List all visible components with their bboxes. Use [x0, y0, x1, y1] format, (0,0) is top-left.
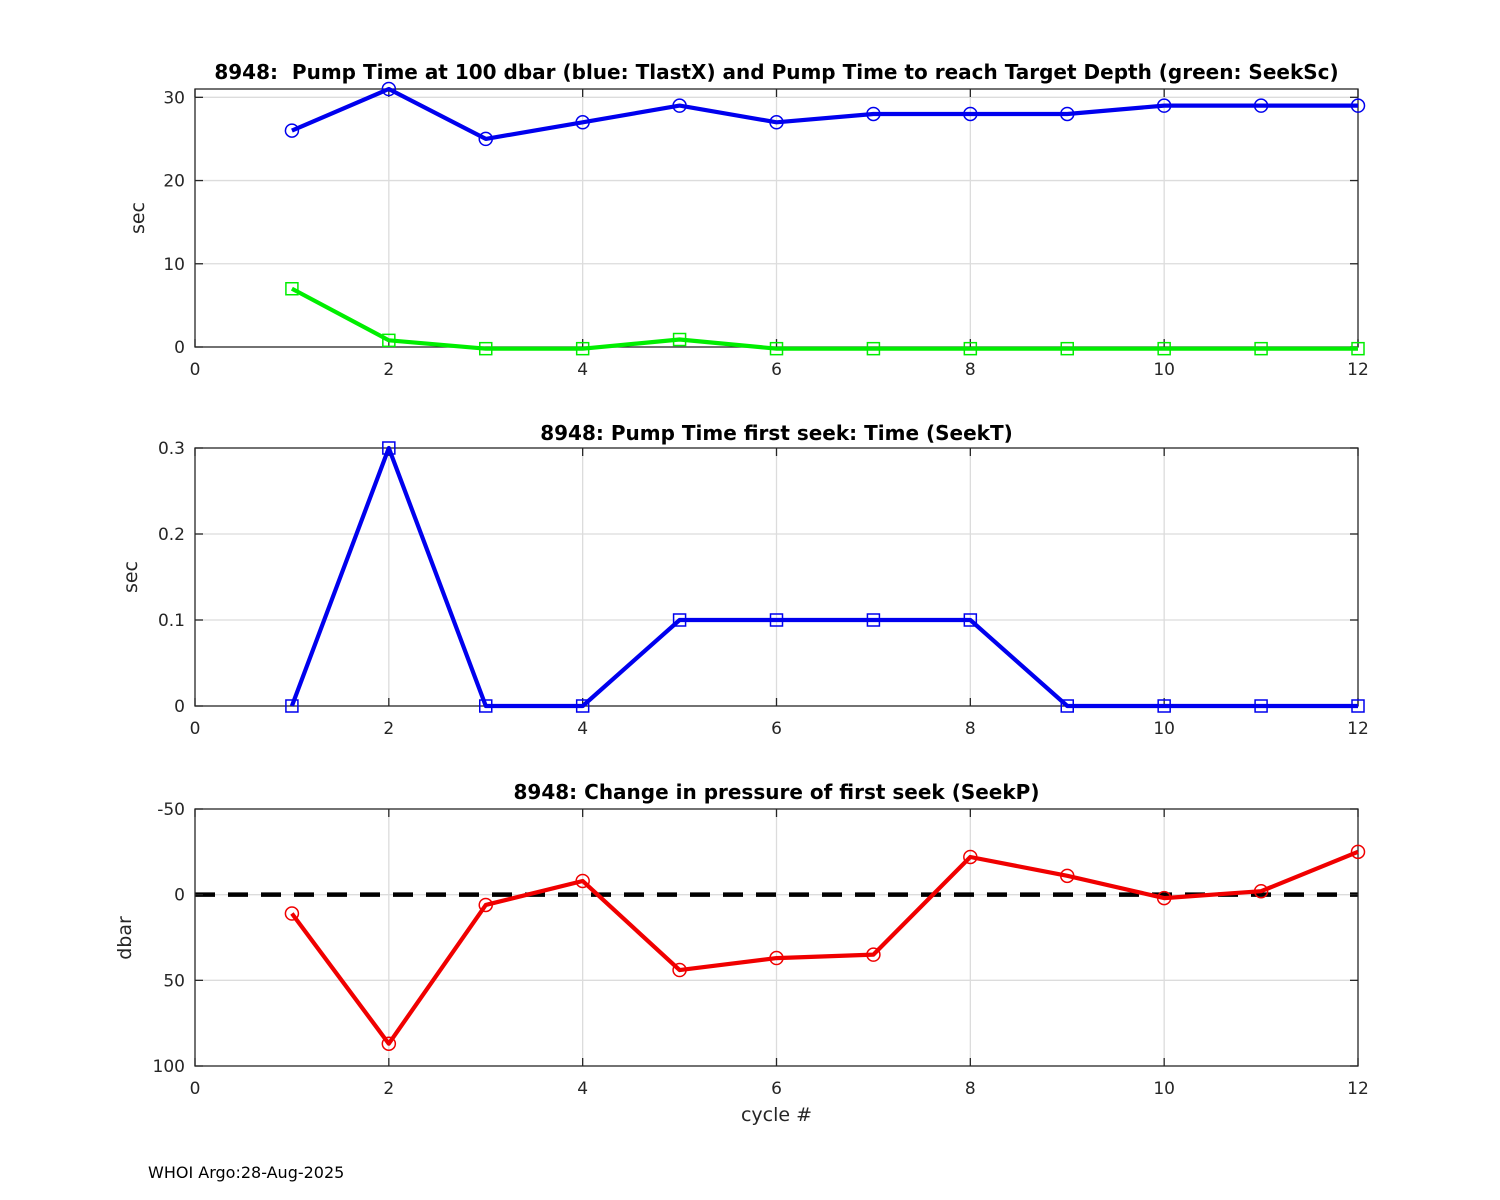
gridlines [195, 448, 1358, 706]
svg-text:10: 10 [1153, 1079, 1175, 1099]
svg-text:-50: -50 [157, 800, 185, 820]
x-tick-labels: 0 2 4 6 8 10 12 [190, 360, 1369, 380]
chart1-title: 8948: Pump Time at 100 dbar (blue: Tlast… [214, 60, 1339, 84]
svg-text:6: 6 [771, 360, 782, 380]
svg-text:4: 4 [577, 719, 588, 739]
seeksc-line [290, 286, 1358, 351]
svg-text:0.3: 0.3 [158, 439, 185, 459]
gridlines [195, 89, 1358, 347]
chart3-plot-area: 0 2 4 6 8 10 12 -50 0 50 100 [153, 800, 1369, 1099]
svg-text:0: 0 [190, 1079, 201, 1099]
chart2-plot-area: 0 2 4 6 8 10 12 0 0.1 0.2 0.3 [158, 439, 1369, 739]
svg-text:8: 8 [965, 360, 976, 380]
seekp-markers [284, 844, 1366, 1051]
y-tick-labels: -50 0 50 100 [153, 800, 185, 1077]
chart3-ylabel: dbar [114, 916, 136, 960]
seekt-markers [285, 441, 1365, 713]
svg-text:0: 0 [190, 719, 201, 739]
svg-text:0: 0 [190, 360, 201, 380]
chart2-ylabel: sec [120, 560, 142, 594]
x-tick-labels: 0 2 4 6 8 10 12 [190, 1079, 1369, 1099]
x-tick-labels: 0 2 4 6 8 10 12 [190, 719, 1369, 739]
footer-stamp: WHOI Argo:28-Aug-2025 [148, 1163, 345, 1182]
x-axis-label: cycle # [740, 1104, 813, 1126]
svg-text:0: 0 [174, 886, 185, 906]
y-tick-labels: 0 0.1 0.2 0.3 [158, 439, 185, 717]
svg-text:6: 6 [771, 1079, 782, 1099]
y-tick-labels: 0 10 20 30 [163, 88, 185, 358]
svg-text:12: 12 [1347, 719, 1369, 739]
svg-text:4: 4 [577, 360, 588, 380]
chart1-ylabel: sec [127, 201, 149, 235]
svg-text:12: 12 [1347, 360, 1369, 380]
svg-text:2: 2 [383, 719, 394, 739]
svg-text:0.2: 0.2 [158, 525, 185, 545]
chart2-title: 8948: Pump Time first seek: Time (SeekT) [540, 421, 1013, 445]
seekp-line [290, 849, 1359, 1046]
svg-text:10: 10 [1153, 360, 1175, 380]
seeksc-markers [285, 281, 1365, 356]
gridlines [195, 809, 1358, 1066]
svg-text:2: 2 [383, 360, 394, 380]
svg-text:100: 100 [153, 1057, 185, 1077]
svg-text:6: 6 [771, 719, 782, 739]
tlastx-markers [284, 81, 1366, 147]
svg-text:10: 10 [1153, 719, 1175, 739]
svg-text:2: 2 [383, 1079, 394, 1099]
svg-text:30: 30 [163, 88, 185, 108]
svg-text:50: 50 [163, 971, 185, 991]
svg-text:10: 10 [163, 255, 185, 275]
svg-text:8: 8 [965, 1079, 976, 1099]
chart1-plot-area: 0 2 4 6 8 10 12 0 10 20 30 [163, 81, 1369, 380]
svg-text:0: 0 [174, 338, 185, 358]
svg-text:12: 12 [1347, 1079, 1369, 1099]
tlastx-line [291, 86, 1358, 142]
svg-text:20: 20 [163, 172, 185, 192]
svg-text:0: 0 [174, 697, 185, 717]
svg-text:0.1: 0.1 [158, 611, 185, 631]
seekt-line [289, 445, 1358, 709]
svg-text:8: 8 [965, 719, 976, 739]
chart3-title: 8948: Change in pressure of first seek (… [513, 780, 1040, 804]
tick-marks [194, 808, 1359, 1067]
svg-text:4: 4 [577, 1079, 588, 1099]
